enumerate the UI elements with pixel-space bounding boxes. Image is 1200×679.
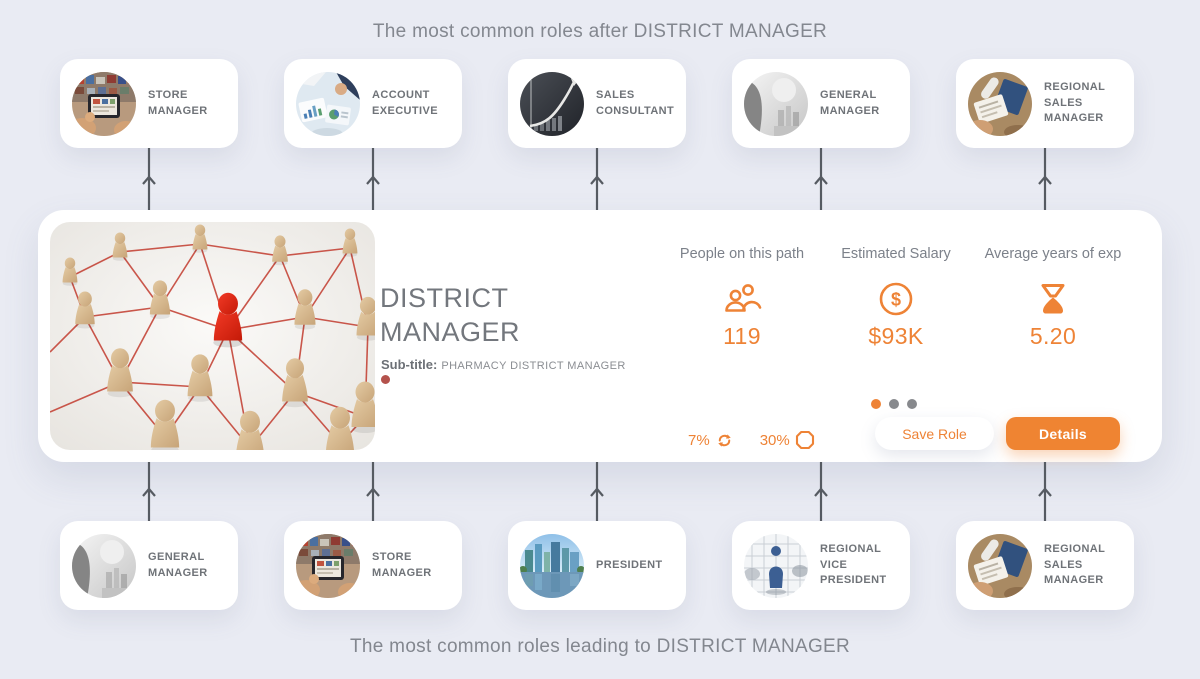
district-manager-focus-card: DISTRICT MANAGER Sub-title: PHARMACY DIST… (38, 210, 1162, 462)
role-label: GENERAL MANAGER (148, 550, 208, 579)
role-label: ACCOUNT EXECUTIVE (372, 88, 438, 117)
role-label: STORE MANAGER (148, 88, 208, 117)
pagination-dot-2[interactable] (889, 399, 899, 409)
hourglass-icon (968, 279, 1138, 319)
up-arrow (1036, 148, 1054, 210)
documents-desk-photo (968, 533, 1032, 598)
up-arrow (364, 148, 382, 210)
role-card-president[interactable]: PRESIDENT (508, 521, 686, 610)
dollar-glyph: $ (891, 290, 901, 310)
grayscale-office-photo (72, 533, 136, 598)
inline-metrics: 7% 30% (688, 430, 815, 450)
store-tablet-photo (296, 533, 360, 598)
role-card-regional-vice-president[interactable]: REGIONAL VICE PRESIDENT (732, 521, 910, 610)
up-arrow (812, 148, 830, 210)
pagination-dots (871, 399, 917, 409)
role-label: REGIONAL SALES MANAGER (1044, 80, 1106, 125)
roles-after-title: The most common roles after DISTRICT MAN… (372, 21, 828, 42)
role-label: STORE MANAGER (372, 550, 432, 579)
stat-label: Average years of exp (984, 246, 1122, 262)
stat-value: $93K (868, 323, 924, 349)
stat-value: 119 (723, 323, 761, 349)
people-icon (657, 279, 827, 319)
up-arrow (588, 462, 606, 521)
role-label: REGIONAL SALES MANAGER (1044, 542, 1106, 587)
growth-chart-photo (520, 71, 584, 136)
documents-desk-photo (968, 71, 1032, 136)
subtitle-label: Sub-title: (381, 357, 438, 372)
pagination-dot-3[interactable] (907, 399, 917, 409)
refresh-icon (717, 433, 731, 447)
role-label: SALES CONSULTANT (596, 88, 675, 117)
metric-value: 7% (688, 431, 710, 449)
role-label: PRESIDENT (596, 558, 663, 571)
desk-charts-photo (296, 71, 360, 136)
role-card-store-manager-bottom[interactable]: STORE MANAGER (284, 521, 462, 610)
stat-average-years: Average years of exp 5.20 (968, 246, 1138, 350)
focus-role-title: DISTRICT MANAGER (380, 283, 521, 347)
share-metric: 30% (760, 430, 815, 450)
up-arrow (812, 462, 830, 521)
up-arrow (1036, 462, 1054, 521)
save-role-button[interactable]: Save Role (875, 417, 994, 450)
role-label: GENERAL MANAGER (820, 88, 880, 117)
subtitle-red-dot (381, 375, 390, 384)
network-figures-photo (50, 222, 375, 450)
roles-leading-title: The most common roles leading to DISTRIC… (349, 636, 851, 657)
stat-estimated-salary: Estimated Salary $ $93K (811, 246, 981, 350)
up-arrow (140, 462, 158, 521)
pagination-dot-1[interactable] (871, 399, 881, 409)
role-card-sales-consultant[interactable]: SALES CONSULTANT (508, 59, 686, 148)
role-card-account-executive[interactable]: ACCOUNT EXECUTIVE (284, 59, 462, 148)
grayscale-office-photo (744, 71, 808, 136)
turnover-metric: 7% (688, 431, 734, 450)
grid-figure-photo (744, 533, 808, 598)
role-label: REGIONAL VICE PRESIDENT (820, 542, 887, 587)
focus-role-subtitle: Sub-title: PHARMACY DISTRICT MANAGER (381, 356, 626, 374)
stat-people-on-path: People on this path 119 (657, 246, 827, 350)
city-skyline-photo (520, 533, 584, 598)
up-arrow (364, 462, 382, 521)
role-card-regional-sales-manager-bottom[interactable]: REGIONAL SALES MANAGER (956, 521, 1134, 610)
octagon-icon (795, 430, 814, 450)
up-arrow (588, 148, 606, 210)
metric-value: 30% (759, 431, 790, 449)
role-card-general-manager-top[interactable]: GENERAL MANAGER (732, 59, 910, 148)
role-card-store-manager-top[interactable]: STORE MANAGER (60, 59, 238, 148)
role-card-general-manager-bottom[interactable]: GENERAL MANAGER (60, 521, 238, 610)
details-button[interactable]: Details (1006, 417, 1120, 450)
up-arrow (140, 148, 158, 210)
role-card-regional-sales-manager-top[interactable]: REGIONAL SALES MANAGER (956, 59, 1134, 148)
stat-label: People on this path (679, 246, 805, 262)
stat-label: Estimated Salary (841, 246, 951, 262)
dollar-coin-icon: $ (811, 279, 981, 319)
subtitle-value: PHARMACY DISTRICT MANAGER (441, 360, 626, 372)
store-tablet-photo (72, 71, 136, 136)
stat-value: 5.20 (1029, 323, 1077, 349)
